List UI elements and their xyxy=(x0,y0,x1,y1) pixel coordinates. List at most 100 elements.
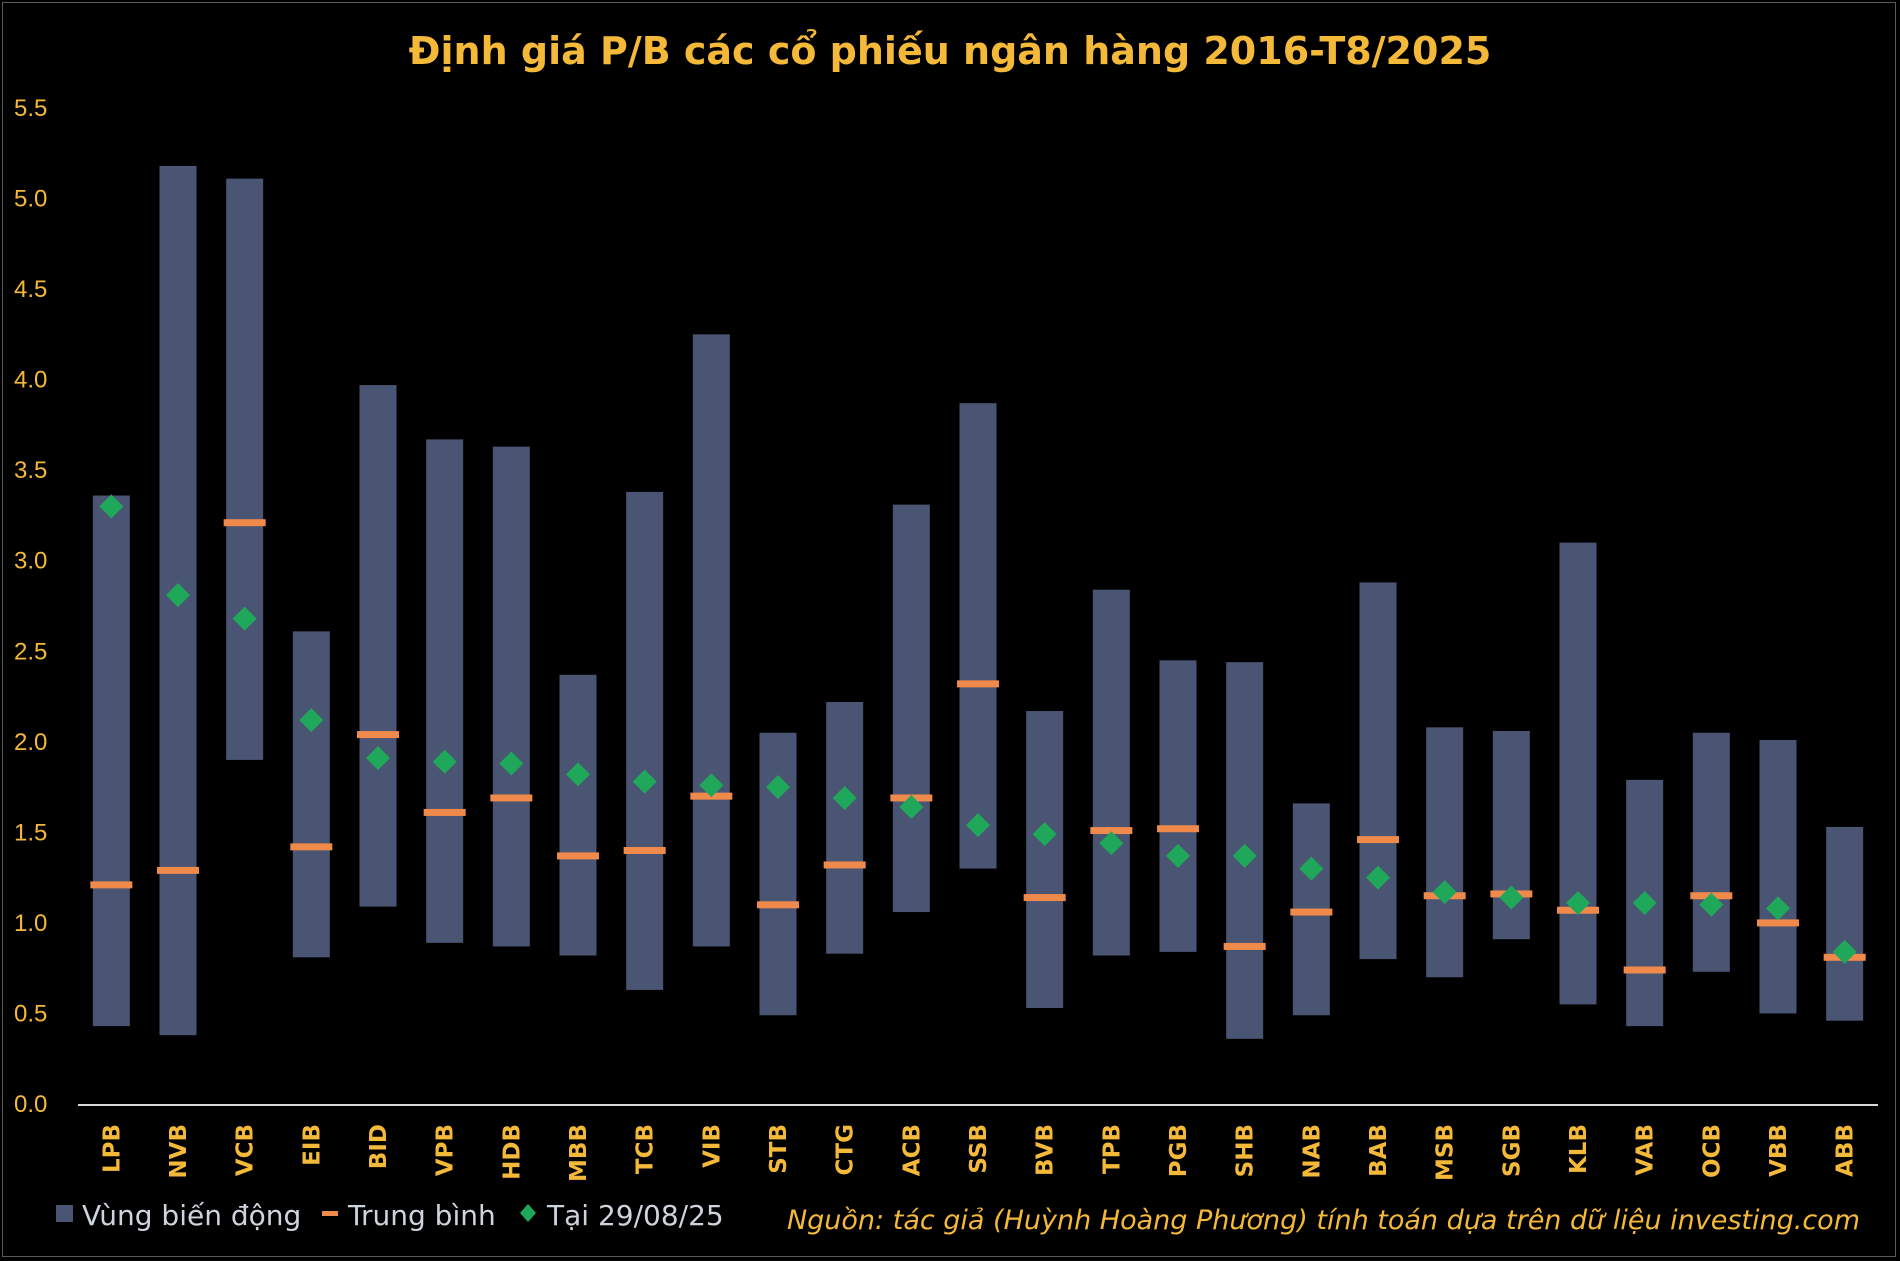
range-bar xyxy=(1759,740,1797,1014)
mean-marker xyxy=(1157,825,1199,833)
mean-marker xyxy=(823,861,866,869)
mean-marker xyxy=(223,519,266,527)
x-tick-label: BVB xyxy=(1033,1124,1059,1176)
x-tick-label: MSB xyxy=(1433,1124,1459,1181)
range-bars xyxy=(92,165,1864,1039)
x-tick-label: VAB xyxy=(1633,1124,1659,1176)
x-tick-label: TPB xyxy=(1099,1124,1125,1174)
x-tick-label: VBB xyxy=(1766,1124,1792,1177)
x-tick-label: LPB xyxy=(99,1124,125,1173)
x-tick-label: SGB xyxy=(1499,1124,1525,1177)
current-marker xyxy=(1499,885,1524,910)
x-tick-label: OCB xyxy=(1699,1124,1725,1178)
current-marker xyxy=(1566,890,1590,915)
range-bar xyxy=(1092,589,1130,956)
legend-range-label: Vùng biến động xyxy=(82,1199,301,1232)
y-tick-label: 0.0 xyxy=(14,1091,47,1118)
current-marker xyxy=(966,813,990,838)
y-tick-label: 4.0 xyxy=(14,367,47,394)
current-marker xyxy=(1366,865,1390,890)
current-marker xyxy=(1232,843,1257,868)
current-marker xyxy=(1166,843,1190,868)
chart-title: Định giá P/B các cổ phiếu ngân hàng 2016… xyxy=(409,29,1492,73)
range-bar xyxy=(359,385,397,907)
y-tick-label: 5.0 xyxy=(14,186,47,213)
range-bar xyxy=(426,439,464,943)
range-bar xyxy=(692,334,730,947)
legend: Vùng biến động Trung bình Tại 29/08/25 xyxy=(56,1199,724,1232)
range-bar xyxy=(892,504,930,913)
legend-range-swatch xyxy=(56,1205,73,1222)
y-axis-ticks: 0.0 0.5 1.0 1.5 2.0 2.5 3.0 3.5 4.0 4.5 5.0 5.5 xyxy=(14,95,47,1118)
mean-marker xyxy=(1023,894,1066,902)
current-marker xyxy=(1432,880,1457,905)
mean-marker xyxy=(623,846,666,854)
current-marker xyxy=(1632,890,1657,915)
mean-marker xyxy=(1357,836,1399,844)
x-tick-label: STB xyxy=(766,1124,792,1174)
range-bar xyxy=(1426,727,1464,978)
current-marker xyxy=(299,708,324,733)
x-tick-label: SSB xyxy=(966,1124,992,1174)
current-marker xyxy=(499,751,524,776)
x-tick-label: ACB xyxy=(899,1124,925,1176)
current-marker xyxy=(566,762,590,787)
current-marker xyxy=(1832,939,1857,964)
legend-current-label: Tại 29/08/25 xyxy=(546,1199,724,1232)
mean-marker xyxy=(1290,908,1333,916)
current-marker xyxy=(432,749,457,774)
legend-mean-swatch xyxy=(322,1211,338,1216)
current-marker xyxy=(1032,822,1057,847)
range-bar xyxy=(1559,542,1597,1005)
range-bar xyxy=(1692,732,1730,972)
x-axis-ticks: LPB NVB VCB EIB BID VPB HDB MBB TCB VIB STB CTG ACB S… xyxy=(99,1124,1858,1182)
current-marker xyxy=(366,746,390,771)
current-marker xyxy=(832,785,857,810)
range-bar xyxy=(1026,711,1064,1009)
mean-marker xyxy=(1623,966,1666,974)
range-bar xyxy=(826,701,864,954)
y-tick-label: 5.5 xyxy=(14,95,47,122)
x-tick-label: SHB xyxy=(1233,1124,1259,1177)
range-bar xyxy=(959,403,997,869)
range-bar xyxy=(92,495,130,1027)
current-marker xyxy=(1699,892,1724,917)
mean-marker xyxy=(490,794,533,802)
x-tick-label: VPB xyxy=(433,1124,459,1176)
x-tick-label: VIB xyxy=(699,1124,725,1168)
mean-marker xyxy=(90,881,133,889)
x-tick-label: BID xyxy=(366,1124,392,1169)
current-marker xyxy=(1099,831,1124,856)
source-note: Nguồn: tác giả (Huỳnh Hoàng Phương) tính… xyxy=(787,1205,1860,1236)
current-marker xyxy=(232,606,257,631)
x-tick-label: KLB xyxy=(1566,1124,1592,1174)
mean-marker xyxy=(157,866,199,874)
current-marker xyxy=(766,775,790,800)
y-tick-label: 1.0 xyxy=(14,910,47,937)
mean-marker xyxy=(290,843,333,851)
x-tick-label: VCB xyxy=(233,1124,259,1176)
range-bar xyxy=(1359,582,1397,960)
x-tick-label: ABB xyxy=(1833,1124,1859,1177)
mean-marker xyxy=(1223,942,1266,950)
y-tick-label: 4.5 xyxy=(14,276,47,303)
legend-current-swatch xyxy=(520,1204,536,1222)
y-tick-label: 3.0 xyxy=(14,548,47,575)
range-bar xyxy=(626,491,664,990)
y-tick-label: 2.0 xyxy=(14,729,47,756)
x-tick-label: HDB xyxy=(499,1124,525,1180)
range-bar xyxy=(226,178,264,760)
current-markers xyxy=(99,494,1857,964)
mean-marker xyxy=(423,808,466,816)
range-bar xyxy=(1826,826,1864,1021)
mean-marker xyxy=(1757,919,1799,927)
current-marker xyxy=(899,795,924,820)
current-marker xyxy=(699,773,724,798)
x-tick-label: CTG xyxy=(833,1124,859,1175)
mean-marker xyxy=(557,852,599,860)
current-marker xyxy=(1299,856,1324,881)
y-tick-label: 0.5 xyxy=(14,1000,47,1027)
range-bar xyxy=(1159,660,1197,952)
